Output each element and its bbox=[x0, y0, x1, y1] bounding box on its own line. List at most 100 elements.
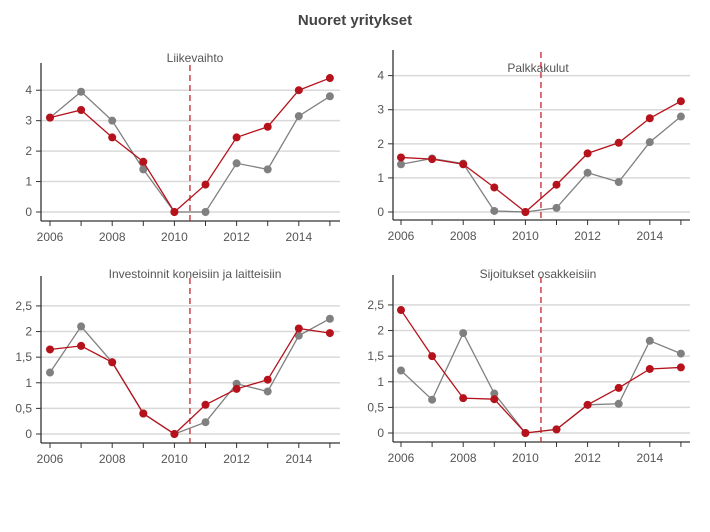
x-tick-label: 2008 bbox=[450, 229, 477, 243]
data-point-gray bbox=[645, 336, 654, 345]
panel-1: Liikevaihto 0 1 2 3 4 2006 2008 2010 2012 2014 bbox=[25, 51, 340, 244]
y-tick-label: 1 bbox=[25, 376, 32, 390]
panel-title: Investoinnit koneisiin ja laitteisiin bbox=[109, 267, 282, 281]
series-line-red bbox=[49, 327, 330, 435]
data-point-gray bbox=[77, 322, 86, 331]
x-tick-label: 2014 bbox=[636, 229, 663, 243]
data-point-red bbox=[614, 383, 623, 392]
x-tick-label: 2006 bbox=[388, 451, 415, 465]
y-tick-label: 1,5 bbox=[367, 349, 384, 363]
data-point-gray bbox=[325, 92, 334, 101]
data-point-gray bbox=[397, 366, 405, 375]
x-tick-label: 2006 bbox=[37, 452, 64, 466]
y-tick-label: 2,5 bbox=[15, 299, 32, 313]
y-tick-label: 1 bbox=[25, 175, 32, 189]
data-point-red bbox=[583, 149, 592, 158]
data-point-gray bbox=[77, 87, 86, 96]
data-point-red bbox=[521, 429, 530, 437]
data-point-gray bbox=[490, 206, 499, 215]
y-tick-label: 3 bbox=[377, 103, 384, 117]
x-tick-label: 2010 bbox=[512, 229, 539, 243]
data-point-red bbox=[428, 352, 437, 361]
data-point-gray bbox=[325, 314, 334, 323]
series-line-gray bbox=[49, 318, 331, 435]
data-point-gray bbox=[108, 116, 117, 125]
data-point-red bbox=[201, 180, 210, 189]
x-tick-label: 2006 bbox=[388, 229, 415, 243]
y-tick-label: 0,5 bbox=[15, 401, 32, 415]
y-tick-label: 3 bbox=[25, 114, 32, 128]
y-tick-label: 0 bbox=[25, 205, 32, 219]
x-tick-label: 2014 bbox=[285, 230, 312, 244]
data-point-gray bbox=[263, 165, 272, 174]
data-point-gray bbox=[46, 368, 54, 377]
data-point-red bbox=[294, 324, 303, 333]
data-point-red bbox=[325, 329, 334, 338]
y-tick-label: 2,5 bbox=[367, 298, 384, 312]
x-tick-label: 2008 bbox=[99, 230, 126, 244]
x-tick-label: 2014 bbox=[636, 451, 663, 465]
y-tick-label: 4 bbox=[377, 69, 384, 83]
data-point-gray bbox=[645, 138, 654, 147]
data-point-red bbox=[170, 430, 179, 438]
data-point-gray bbox=[139, 165, 148, 174]
data-point-red bbox=[108, 133, 117, 142]
data-point-gray bbox=[552, 203, 561, 212]
data-point-red bbox=[139, 157, 148, 166]
x-tick-label: 2010 bbox=[161, 452, 188, 466]
x-tick-label: 2014 bbox=[285, 452, 312, 466]
panel-4: Sijoitukset osakkeisiin 0 0,5 1 1,5 2 2,5 2006 2… bbox=[367, 267, 690, 465]
y-tick-label: 0 bbox=[25, 427, 32, 441]
data-point-red bbox=[139, 409, 148, 418]
data-point-gray bbox=[583, 168, 592, 177]
data-point-gray bbox=[614, 399, 623, 408]
y-tick-label: 0 bbox=[377, 426, 384, 440]
data-point-red bbox=[552, 180, 561, 189]
data-point-gray bbox=[201, 418, 210, 427]
data-point-red bbox=[263, 375, 272, 384]
data-point-gray bbox=[490, 389, 499, 398]
data-point-red bbox=[232, 133, 241, 142]
series-line-red bbox=[49, 77, 331, 213]
data-point-red bbox=[397, 153, 405, 162]
data-point-red bbox=[108, 358, 117, 367]
data-point-red bbox=[676, 363, 685, 372]
data-point-red bbox=[325, 74, 334, 83]
series-line-gray bbox=[49, 90, 331, 213]
x-tick-label: 2008 bbox=[450, 451, 477, 465]
panel-title: Liikevaihto bbox=[167, 51, 224, 65]
data-point-red bbox=[232, 384, 241, 393]
data-point-red bbox=[676, 97, 685, 106]
y-tick-label: 2 bbox=[25, 325, 32, 339]
data-point-gray bbox=[459, 329, 468, 338]
data-point-gray bbox=[294, 112, 303, 121]
data-point-red bbox=[614, 138, 623, 147]
y-tick-label: 0,5 bbox=[367, 400, 384, 414]
data-point-red bbox=[490, 183, 499, 192]
data-point-red bbox=[46, 113, 54, 122]
data-point-red bbox=[552, 425, 561, 434]
data-point-gray bbox=[428, 395, 437, 404]
data-point-red bbox=[583, 400, 592, 409]
data-point-red bbox=[459, 160, 468, 169]
data-point-red bbox=[490, 395, 499, 404]
data-point-gray bbox=[294, 331, 303, 340]
data-point-red bbox=[428, 155, 437, 164]
data-point-red bbox=[46, 345, 54, 354]
data-point-red bbox=[645, 114, 654, 123]
data-point-red bbox=[459, 394, 468, 403]
y-tick-label: 1 bbox=[377, 171, 384, 185]
panel-2: Palkkakulut 0 1 2 3 4 2006 2008 2010 2012 2014 bbox=[377, 50, 690, 243]
y-tick-label: 2 bbox=[377, 137, 384, 151]
data-point-gray bbox=[397, 160, 405, 169]
data-point-red bbox=[77, 106, 86, 115]
data-point-red bbox=[263, 122, 272, 131]
y-tick-label: 1 bbox=[377, 375, 384, 389]
x-tick-label: 2006 bbox=[37, 230, 64, 244]
data-point-red bbox=[645, 364, 654, 373]
y-tick-label: 4 bbox=[25, 83, 32, 97]
panel-title: Palkkakulut bbox=[507, 61, 569, 75]
x-tick-label: 2012 bbox=[574, 451, 601, 465]
data-point-red bbox=[201, 400, 210, 409]
x-tick-label: 2010 bbox=[161, 230, 188, 244]
